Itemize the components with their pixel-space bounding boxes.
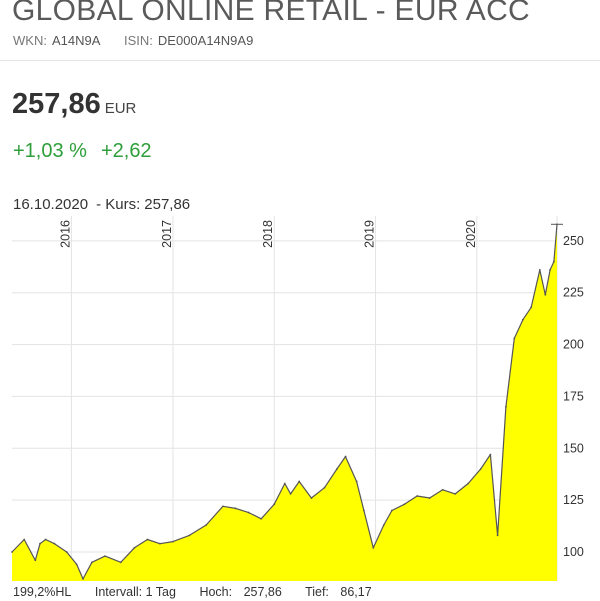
data-point bbox=[513, 337, 516, 340]
data-point bbox=[260, 517, 263, 520]
quote-date: 16.10.2020 bbox=[13, 196, 89, 213]
y-tick-label: 175 bbox=[563, 389, 584, 403]
data-point bbox=[355, 480, 358, 483]
data-point bbox=[521, 318, 524, 321]
data-point-layer bbox=[11, 223, 558, 580]
data-point bbox=[454, 492, 457, 495]
data-point bbox=[428, 497, 431, 499]
low-value: 86,17 bbox=[340, 585, 372, 599]
data-point bbox=[273, 503, 276, 506]
interval-label: Intervall: bbox=[94, 585, 143, 599]
change-percent: +1,03 % bbox=[13, 140, 87, 162]
y-tick-label: 150 bbox=[563, 441, 584, 455]
data-point bbox=[505, 405, 507, 408]
data-point bbox=[188, 534, 191, 537]
data-point bbox=[39, 542, 41, 545]
data-point bbox=[344, 455, 347, 458]
price-value: 257,86 bbox=[12, 88, 101, 120]
isin-value: DE000A14N9A9 bbox=[157, 33, 254, 48]
price-chart[interactable]: 100 125 150 175 200 225 250 2016 2017 2018 2019 202… bbox=[0, 216, 600, 586]
data-point bbox=[390, 509, 393, 512]
data-point bbox=[372, 546, 375, 549]
data-point bbox=[382, 524, 385, 526]
interval-value: 1 Tag bbox=[145, 585, 176, 599]
y-tick-label: 200 bbox=[563, 338, 584, 352]
data-point bbox=[11, 551, 13, 553]
x-tick-label: 2019 bbox=[363, 220, 377, 248]
data-point bbox=[416, 495, 419, 497]
y-tick-label: 225 bbox=[563, 286, 584, 300]
data-point bbox=[205, 524, 208, 526]
data-point bbox=[23, 538, 26, 541]
data-point bbox=[496, 534, 499, 537]
x-tick-label: 2016 bbox=[58, 220, 72, 248]
kurs-label: - Kurs: bbox=[96, 196, 141, 213]
x-tick-label: 2017 bbox=[160, 220, 174, 248]
data-point bbox=[104, 555, 106, 558]
data-point bbox=[403, 503, 406, 506]
data-point bbox=[553, 260, 555, 263]
change-block: +1,03 % +2,62 bbox=[13, 140, 152, 163]
wkn-label: WKN: bbox=[13, 33, 47, 48]
low-label: Tief: bbox=[305, 585, 329, 599]
wkn-value: A14N9A bbox=[51, 33, 101, 48]
change-absolute: +2,62 bbox=[100, 140, 152, 162]
y-tick-label: 100 bbox=[563, 545, 584, 559]
data-point bbox=[172, 540, 174, 543]
data-point bbox=[34, 559, 37, 562]
hl-value: 199,2%HL bbox=[13, 585, 72, 599]
x-tick-label: 2020 bbox=[464, 220, 478, 248]
data-point bbox=[467, 482, 470, 485]
data-point bbox=[221, 505, 224, 508]
data-point bbox=[82, 578, 84, 580]
price-block: 257,86 EUR bbox=[12, 88, 136, 121]
data-point bbox=[119, 561, 122, 564]
date-kurs-line: 16.10.2020 - Kurs: 257,86 bbox=[13, 196, 190, 213]
tick-label-layer: 100 125 150 175 200 225 250 2016 2017 2018 2019 202… bbox=[58, 220, 584, 559]
data-point bbox=[479, 468, 482, 470]
high-value: 257,86 bbox=[243, 585, 282, 599]
header-divider bbox=[0, 60, 600, 61]
data-point bbox=[44, 538, 47, 541]
data-point bbox=[75, 563, 78, 566]
data-point bbox=[310, 497, 313, 499]
data-point bbox=[133, 546, 136, 549]
data-point bbox=[234, 507, 237, 510]
high-label: Hoch: bbox=[199, 585, 233, 599]
data-point bbox=[530, 306, 533, 309]
data-point bbox=[247, 511, 250, 514]
data-point bbox=[549, 269, 551, 271]
fund-title: GLOBAL ONLINE RETAIL - EUR ACC bbox=[12, 0, 531, 27]
data-point bbox=[441, 488, 444, 491]
kurs-value: 257,86 bbox=[144, 196, 191, 213]
chart-footer: 199,2%HL Intervall: 1 Tag Hoch: 257,86 T… bbox=[13, 585, 372, 599]
data-point bbox=[283, 482, 286, 485]
data-point bbox=[91, 561, 93, 564]
isin-label: ISIN: bbox=[124, 33, 153, 48]
data-point bbox=[362, 509, 365, 512]
identifiers: WKN: A14N9A ISIN: DE000A14N9A9 bbox=[13, 33, 273, 48]
data-point bbox=[298, 480, 301, 483]
data-point bbox=[489, 453, 492, 456]
data-point bbox=[323, 486, 326, 489]
data-point bbox=[146, 538, 149, 541]
y-tick-label: 125 bbox=[563, 493, 584, 507]
data-point bbox=[544, 293, 547, 296]
price-area bbox=[12, 224, 557, 582]
x-tick-label: 2018 bbox=[261, 220, 275, 248]
y-tick-label: 250 bbox=[563, 234, 584, 248]
data-point bbox=[289, 492, 292, 495]
price-currency: EUR bbox=[104, 100, 137, 117]
data-point bbox=[336, 468, 338, 470]
data-point bbox=[65, 551, 68, 553]
data-point bbox=[538, 269, 541, 271]
data-point bbox=[53, 542, 56, 545]
data-point bbox=[159, 542, 161, 545]
